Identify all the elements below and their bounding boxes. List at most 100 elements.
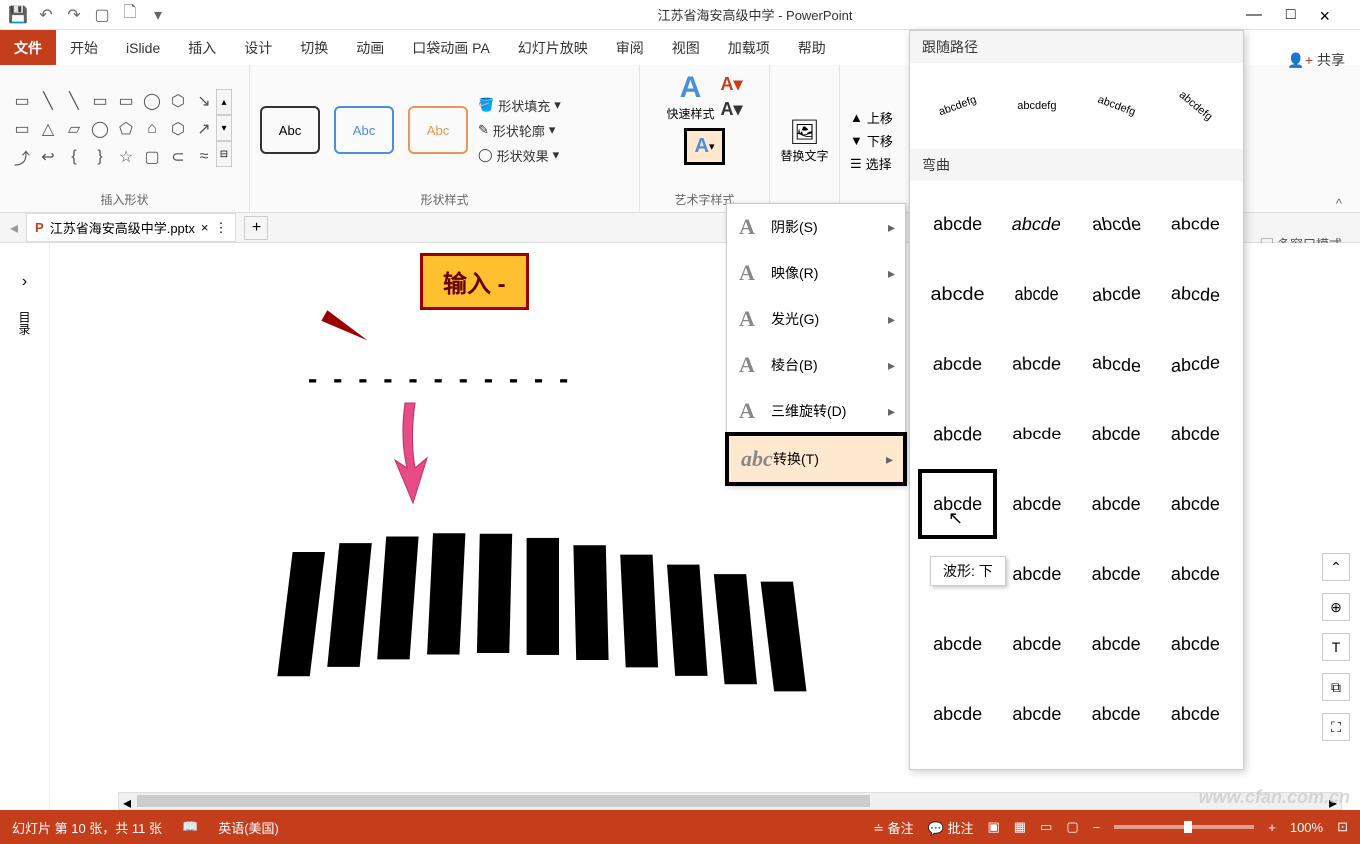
new-icon[interactable]: 🗋 [120,5,140,25]
save-icon[interactable]: 💾 [8,5,28,25]
slideshow-view-icon[interactable]: ▢ [1066,819,1078,835]
spellcheck-icon[interactable]: 📖 [182,819,198,835]
shape-gallery-item[interactable]: ▭ [10,117,34,141]
shape-gallery-item[interactable]: ⬡ [166,89,190,113]
qat-more-icon[interactable]: ▾ [148,5,168,25]
shape-gallery-item[interactable]: ◯ [140,89,164,113]
text-effect-menu-item[interactable]: A棱台(B)▸ [727,342,905,388]
tab-home[interactable]: 开始 [56,30,112,65]
transform-warp-option[interactable]: abcde [1156,399,1235,469]
shape-gallery-item[interactable]: ⬡ [166,117,190,141]
shape-gallery-item[interactable]: ╲ [62,89,86,113]
slideshow-icon[interactable]: ▢ [92,5,112,25]
tab-addins[interactable]: 加载项 [714,30,784,65]
shape-style-1[interactable]: Abc [260,106,320,154]
transform-warp-option[interactable]: abcde [1077,399,1156,469]
collapse-tools-icon[interactable]: ⌃ [1322,553,1350,581]
transform-warp-option[interactable]: abcde [1156,329,1235,399]
scroll-left-icon[interactable]: ◂ [119,793,135,809]
transform-warp-option[interactable]: abcde↖ [918,469,997,539]
text-box-icon[interactable]: T [1322,633,1350,661]
slide-counter[interactable]: 幻灯片 第 10 张，共 11 张 [12,818,162,837]
zoom-in-icon[interactable]: + [1268,820,1276,835]
tab-koudai[interactable]: 口袋动画 PA [398,30,504,65]
collapse-ribbon-icon[interactable]: ^ [1336,196,1342,211]
shape-gallery-item[interactable]: ⊂ [166,145,190,169]
tab-design[interactable]: 设计 [230,30,286,65]
shape-gallery-item[interactable]: ▢ [140,145,164,169]
tab-transitions[interactable]: 切换 [286,30,342,65]
text-effects-button[interactable]: A ▾ [684,128,726,165]
transform-warp-option[interactable]: abcde [997,469,1076,539]
transform-warp-option[interactable]: abcde [1077,329,1156,399]
transform-warp-option[interactable]: abcde [1156,539,1235,609]
minimize-button[interactable]: — [1246,6,1262,27]
shape-fill-button[interactable]: 🪣形状填充 ▾ [478,96,561,115]
sorter-view-icon[interactable]: ▦ [1014,819,1026,835]
shape-gallery-item[interactable]: ↩ [36,145,60,169]
add-tab-button[interactable]: + [244,216,268,240]
gallery-up-icon[interactable]: ▴ [216,89,232,115]
alt-text-icon[interactable]: 🖼 [789,118,819,147]
normal-view-icon[interactable]: ▣ [987,819,999,835]
transform-warp-option[interactable]: abcde [1156,609,1235,679]
text-effect-menu-item[interactable]: A发光(G)▸ [727,296,905,342]
shape-gallery-item[interactable]: { [62,145,86,169]
selection-button[interactable]: ☰选择 [850,154,893,173]
transform-warp-option[interactable]: abcde [1077,189,1156,259]
zoom-out-icon[interactable]: − [1093,820,1101,835]
text-effect-menu-item[interactable]: A映像(R)▸ [727,250,905,296]
transform-warp-option[interactable]: abcde [918,259,997,329]
shape-gallery-item[interactable]: ☆ [114,145,138,169]
transform-warp-option[interactable]: abcde [1077,259,1156,329]
transform-warp-option[interactable]: abcde [997,189,1076,259]
transform-warp-option[interactable]: abcde [1077,469,1156,539]
undo-icon[interactable]: ↶ [36,5,56,25]
tab-review[interactable]: 审阅 [602,30,658,65]
shape-gallery-item[interactable]: ⤴ [10,145,34,169]
duplicate-icon[interactable]: ⧉ [1322,673,1350,701]
shape-style-2[interactable]: Abc [334,106,394,154]
shape-gallery-item[interactable]: △ [36,117,60,141]
tab-view[interactable]: 视图 [658,30,714,65]
notes-button[interactable]: ≐ 备注 [873,818,914,837]
shape-gallery-item[interactable]: ◯ [88,117,112,141]
tab-insert[interactable]: 插入 [174,30,230,65]
scrollbar-thumb[interactable] [137,795,870,807]
transform-warp-option[interactable]: abcde [1077,539,1156,609]
shape-gallery-item[interactable]: ▭ [10,89,34,113]
bring-forward-button[interactable]: ▲上移 [850,108,893,127]
tab-animations[interactable]: 动画 [342,30,398,65]
shapes-gallery[interactable]: ▭╲╲▭▭◯⬡↘▭△▱◯⬠⌂⬡↗⤴↩{}☆▢⊂≈ [10,89,216,171]
reading-view-icon[interactable]: ▭ [1040,819,1052,835]
tab-islide[interactable]: iSlide [112,30,174,65]
horizontal-scrollbar[interactable]: ◂ ▸ [118,792,1342,810]
document-tab[interactable]: P 江苏省海安高级中学.pptx × ⋮ [26,213,236,242]
text-outline-icon[interactable]: A▾ [720,99,742,120]
fit-window-icon[interactable]: ⊡ [1337,819,1348,835]
tab-slideshow[interactable]: 幻灯片放映 [504,30,602,65]
transform-warp-option[interactable]: abcde [918,609,997,679]
transform-warp-option[interactable]: abcde [997,329,1076,399]
transform-warp-option[interactable]: abcde [918,399,997,469]
zoom-slider[interactable] [1114,825,1254,829]
shape-outline-button[interactable]: ✎形状轮廓 ▾ [478,121,561,140]
transform-warp-option[interactable]: abcde [1156,469,1235,539]
shape-gallery-item[interactable]: ╲ [36,89,60,113]
send-backward-button[interactable]: ▼下移 [850,131,893,150]
transform-warp-option[interactable]: abcde [997,399,1076,469]
text-effect-menu-item[interactable]: abc转换(T)▸ [725,432,907,486]
transform-warp-option[interactable]: abcde [997,679,1076,749]
transform-warp-option[interactable]: abcde [1156,679,1235,749]
transform-warp-option[interactable]: abcde [1077,609,1156,679]
transform-warp-option[interactable]: abcde [1156,189,1235,259]
text-effect-menu-item[interactable]: A三维旋转(D)▸ [727,388,905,434]
fit-icon[interactable]: ⛶ [1322,713,1350,741]
tab-more-icon[interactable]: ⋮ [214,220,227,236]
shape-gallery-item[interactable]: ▭ [88,89,112,113]
transform-warp-option[interactable]: abcde [918,329,997,399]
transform-path-option[interactable]: abcdefg [1156,71,1235,141]
align-center-icon[interactable]: ⊕ [1322,593,1350,621]
close-button[interactable]: × [1319,6,1330,27]
outline-icon[interactable]: 目录 [16,311,33,335]
